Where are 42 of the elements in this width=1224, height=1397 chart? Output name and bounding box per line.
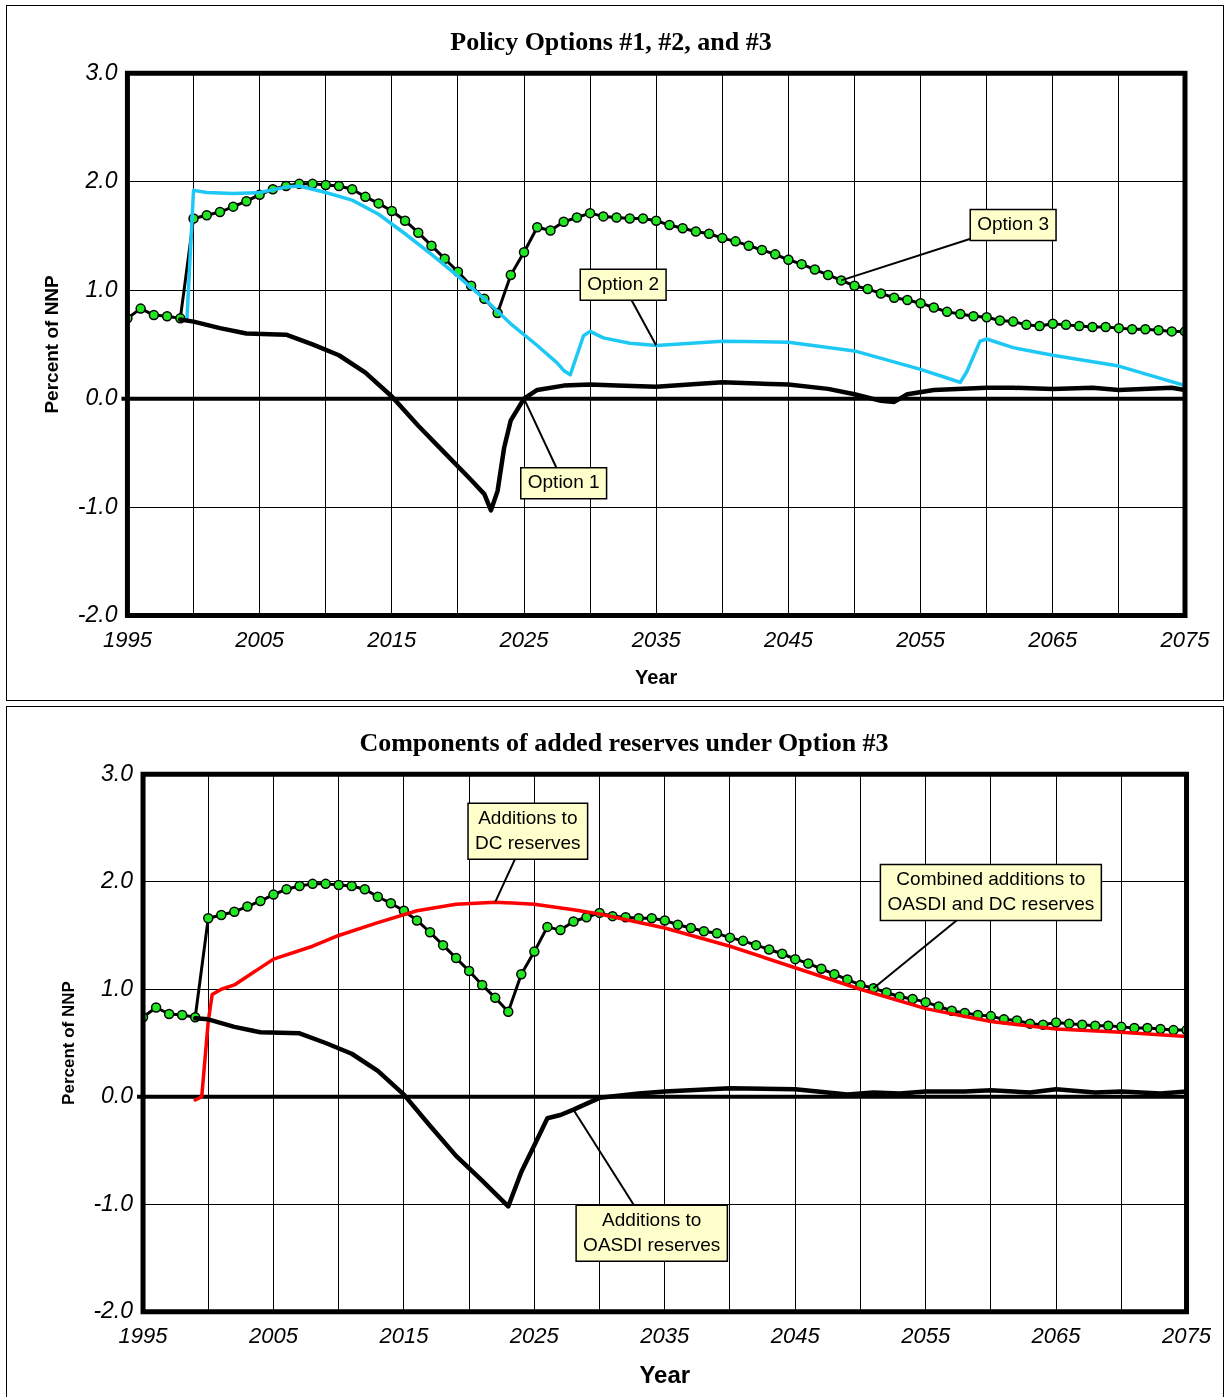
series-label: Option 1	[527, 471, 600, 493]
y-tick-label: 1.0	[85, 275, 118, 302]
x-tick-label: 2035	[630, 626, 682, 652]
series-label: Option 2	[587, 272, 660, 294]
x-tick-label: 2065	[1030, 1323, 1082, 1349]
text: Additions to DC reserves	[475, 806, 581, 853]
y-tick-label: 0.0	[85, 384, 118, 411]
y-tick-label: -2.0	[77, 600, 118, 627]
text: Additions to OASDI reserves	[583, 1209, 721, 1256]
x-tick-label: 2025	[498, 626, 550, 652]
chart-title: Policy Options #1, #2, and #3	[450, 27, 772, 57]
y-tick-label: 3.0	[85, 58, 118, 85]
y-tick-label: -1.0	[77, 492, 118, 519]
x-tick-label: 2055	[900, 1323, 951, 1349]
x-tick-label: 1995	[118, 1323, 169, 1349]
x-tick-label: 1995	[102, 626, 153, 652]
x-tick-label: 2045	[762, 626, 814, 652]
x-axis-title: Year	[639, 1361, 691, 1389]
y-axis-title: Percent of NNP	[40, 274, 62, 414]
y-tick-label: 0.0	[101, 1082, 134, 1109]
y-tick-label: 1.0	[101, 974, 134, 1001]
x-tick-label: 2015	[378, 1323, 430, 1349]
text: Combined additions to OASDI and DC reserves	[887, 868, 1095, 915]
x-tick-label: 2035	[639, 1323, 691, 1349]
x-tick-label: 2025	[508, 1323, 560, 1349]
y-tick-label: 3.0	[101, 759, 134, 786]
x-tick-label: 2055	[895, 626, 946, 652]
y-tick-label: -2.0	[93, 1297, 134, 1324]
x-tick-label: 2075	[1159, 626, 1211, 652]
y-axis-title: Percent of NNP	[58, 981, 78, 1105]
x-tick-label: 2005	[234, 626, 285, 652]
x-axis-title: Year	[635, 665, 678, 688]
text: Option 3	[977, 213, 1050, 235]
x-tick-label: 2015	[366, 626, 418, 652]
x-tick-label: 2075	[1161, 1323, 1212, 1349]
y-tick-label: 2.0	[100, 867, 134, 894]
x-tick-label: 2045	[769, 1323, 821, 1349]
y-tick-label: 2.0	[84, 167, 118, 194]
chart-title: Components of added reserves under Option #3	[359, 728, 889, 758]
x-tick-label: 2005	[247, 1323, 299, 1349]
y-tick-label: -1.0	[93, 1189, 134, 1216]
x-tick-label: 2065	[1027, 626, 1079, 652]
